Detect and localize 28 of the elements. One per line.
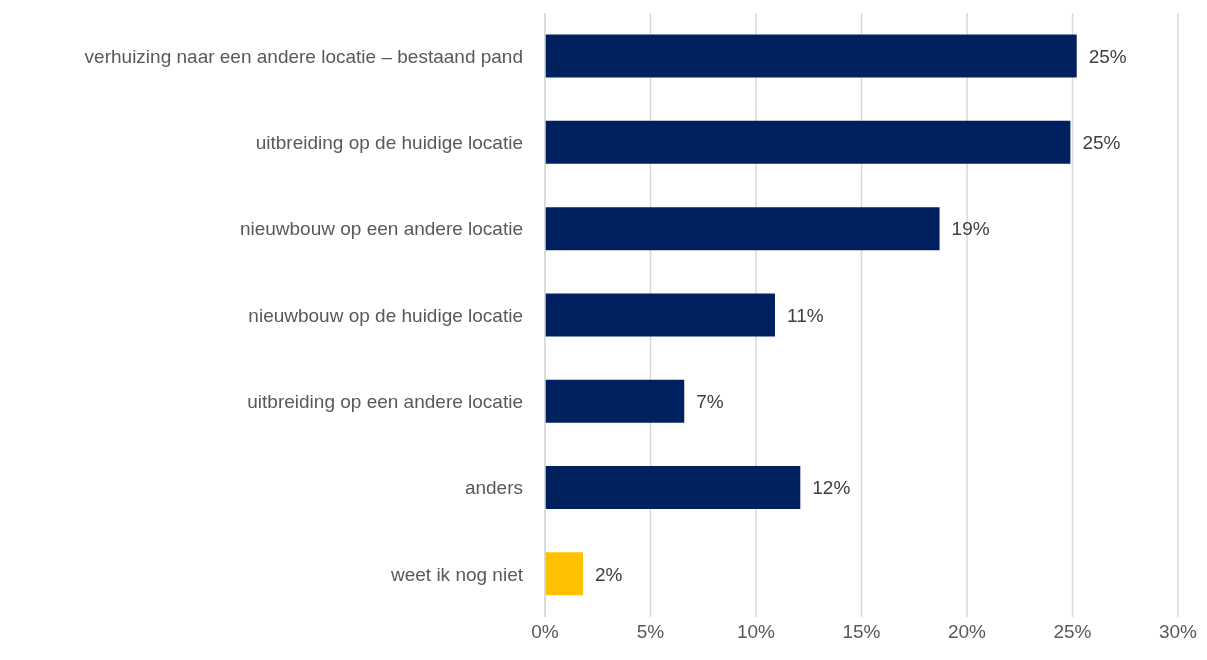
data-label: 7% [696, 390, 724, 412]
y-tick-label: uitbreiding op een andere locatie [247, 391, 523, 413]
y-tick-label: weet ik nog niet [389, 563, 524, 585]
bar [545, 293, 775, 337]
data-label: 25% [1088, 45, 1127, 67]
data-label: 25% [1082, 132, 1121, 154]
x-tick-label: 20% [947, 621, 987, 643]
x-tick-label: 5% [636, 621, 665, 643]
x-tick-label: 10% [736, 621, 776, 643]
data-label: 19% [951, 218, 990, 240]
x-tick-label: 15% [842, 621, 881, 643]
data-label: 11% [786, 304, 824, 326]
bar [545, 207, 940, 251]
data-label: 12% [812, 477, 851, 499]
bar [545, 379, 685, 423]
x-tick-label: 25% [1053, 621, 1092, 643]
data-label: 2% [594, 563, 623, 585]
y-tick-label: nieuwbouw op een andere locatie [239, 218, 523, 240]
y-tick-label: anders [464, 477, 523, 499]
y-tick-label: uitbreiding op de huidige locatie [255, 132, 523, 154]
bar [545, 552, 583, 596]
y-tick-label: verhuizing naar een andere locatie – bestaand pand [84, 45, 523, 67]
x-tick-label: 30% [1158, 621, 1198, 643]
x-tick-label: 0% [531, 621, 559, 643]
bar [545, 120, 1071, 164]
y-tick-label: nieuwbouw op de huidige locatie [248, 304, 523, 326]
bar [545, 34, 1077, 78]
bar [545, 466, 801, 509]
